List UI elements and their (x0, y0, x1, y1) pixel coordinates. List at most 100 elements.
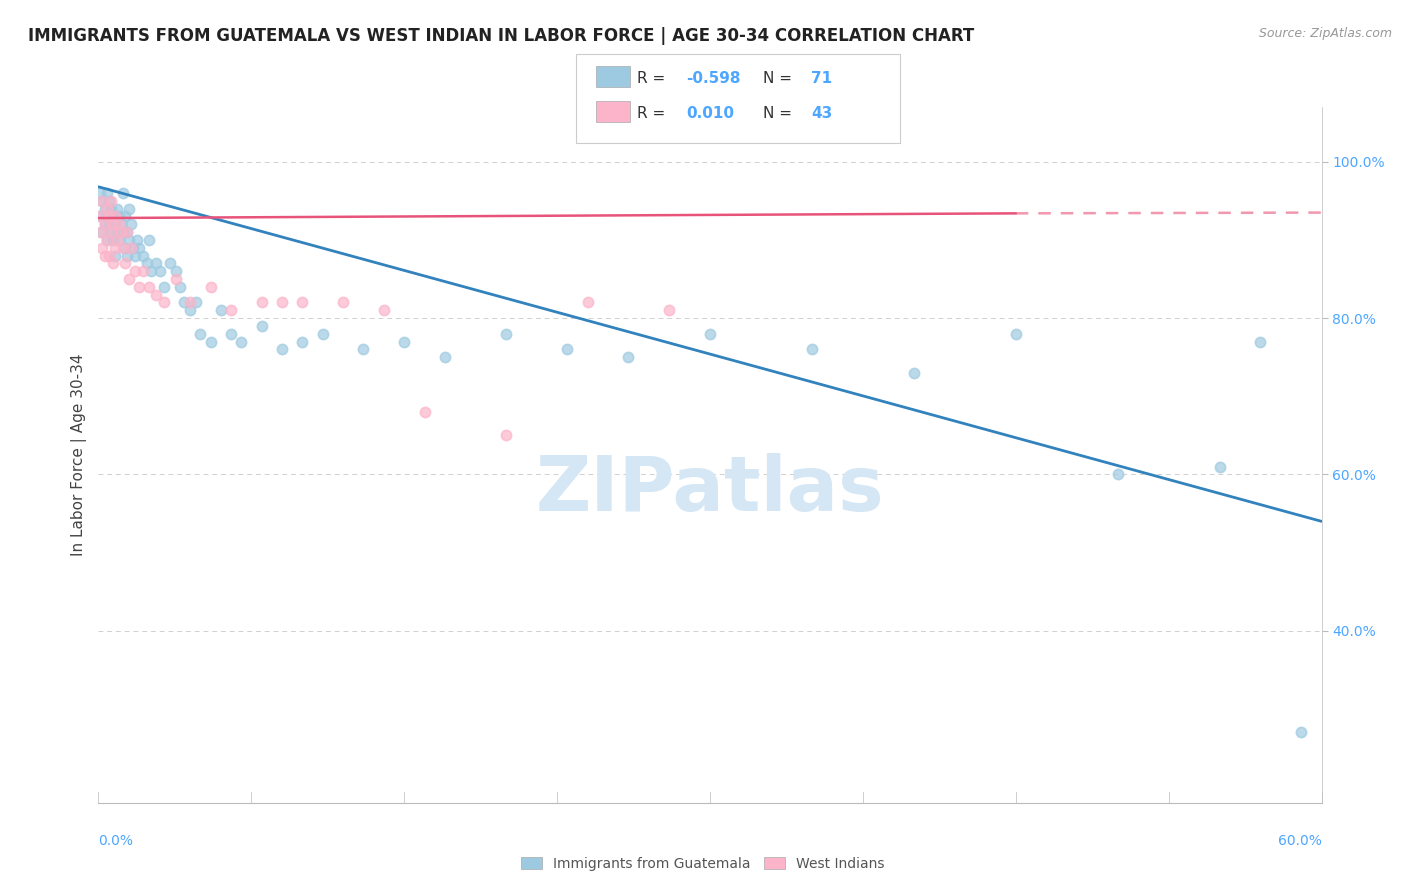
Point (100, 225, 122, 239)
Point (108, 217, 131, 231)
Point (118, 202, 141, 216)
Point (100, 225, 122, 239)
Point (209, 303, 232, 318)
Point (145, 256, 167, 270)
Point (352, 343, 374, 357)
Point (149, 264, 172, 278)
Point (200, 280, 222, 294)
Text: 71: 71 (811, 71, 832, 87)
Point (165, 272, 187, 286)
Point (231, 334, 253, 349)
Point (93, 202, 115, 216)
Point (179, 303, 201, 318)
Point (89, 210, 111, 224)
Text: R =: R = (637, 106, 665, 121)
Point (97, 217, 120, 231)
Point (105, 225, 128, 239)
Text: 43: 43 (811, 106, 832, 121)
Point (120, 241, 142, 255)
Point (903, 366, 925, 380)
Text: ZIPatlas: ZIPatlas (536, 453, 884, 526)
Point (97, 249, 120, 263)
Point (96, 210, 118, 224)
Point (1107, 467, 1129, 482)
Point (91, 194, 114, 208)
Point (111, 186, 134, 200)
Point (291, 295, 314, 310)
Point (97, 194, 120, 208)
Point (104, 241, 127, 255)
Point (138, 280, 160, 294)
Point (96, 233, 118, 247)
Point (136, 256, 159, 270)
Point (495, 428, 517, 442)
Point (250, 295, 273, 310)
Point (128, 241, 150, 255)
Point (291, 334, 314, 349)
Point (152, 295, 174, 310)
Point (152, 280, 174, 294)
Legend: Immigrants from Guatemala, West Indians: Immigrants from Guatemala, West Indians (516, 851, 890, 876)
Point (110, 225, 132, 239)
Point (91, 241, 114, 255)
Point (115, 225, 138, 239)
Point (100, 194, 122, 208)
Point (105, 202, 128, 216)
Point (434, 350, 457, 364)
Point (1249, 334, 1271, 349)
Point (145, 287, 167, 301)
Point (108, 210, 131, 224)
Point (617, 350, 640, 364)
Point (93, 217, 115, 231)
Point (132, 249, 155, 263)
Point (91, 194, 114, 208)
Point (658, 303, 681, 318)
Point (169, 280, 191, 294)
Point (332, 295, 354, 310)
Point (120, 217, 142, 231)
Point (89, 210, 111, 224)
Point (118, 233, 141, 247)
Point (699, 326, 721, 341)
Point (250, 318, 273, 333)
Point (576, 295, 599, 310)
Point (141, 264, 163, 278)
Text: Source: ZipAtlas.com: Source: ZipAtlas.com (1258, 27, 1392, 40)
Point (101, 210, 124, 224)
Point (159, 256, 181, 270)
Point (96, 186, 118, 200)
Point (101, 217, 124, 231)
Point (124, 264, 146, 278)
Text: 0.010: 0.010 (686, 106, 734, 121)
Point (96, 233, 118, 247)
Point (114, 241, 136, 255)
Point (1209, 459, 1232, 474)
Text: 60.0%: 60.0% (1278, 834, 1322, 848)
Point (111, 225, 134, 239)
Point (1291, 725, 1313, 739)
Point (114, 256, 136, 270)
Point (219, 303, 242, 318)
Point (114, 210, 136, 224)
Point (108, 233, 131, 247)
Point (91, 225, 114, 239)
Point (100, 202, 122, 216)
Point (495, 326, 517, 341)
Text: N =: N = (763, 106, 793, 121)
Point (392, 334, 416, 349)
Point (179, 295, 201, 310)
Point (97, 210, 120, 224)
Point (89, 225, 111, 239)
Point (105, 233, 128, 247)
Point (138, 233, 160, 247)
Point (101, 256, 124, 270)
Point (173, 295, 195, 310)
Text: 0.0%: 0.0% (98, 834, 134, 848)
Point (132, 264, 155, 278)
Text: IMMIGRANTS FROM GUATEMALA VS WEST INDIAN IN LABOR FORCE | AGE 30-34 CORRELATION : IMMIGRANTS FROM GUATEMALA VS WEST INDIAN… (28, 27, 974, 45)
Point (89, 186, 111, 200)
Point (118, 272, 141, 286)
Point (127, 233, 149, 247)
Point (115, 249, 138, 263)
Text: -0.598: -0.598 (686, 71, 741, 87)
